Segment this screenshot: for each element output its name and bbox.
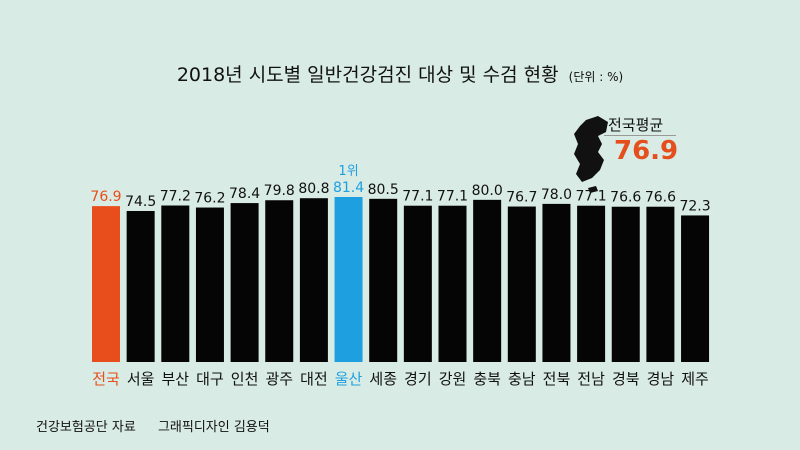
value-label: 80.8 xyxy=(298,181,329,197)
category-label: 인천 xyxy=(231,370,259,388)
category-label: 충북 xyxy=(473,370,501,388)
title-text: 2018년 시도별 일반건강검진 대상 및 수검 현황 xyxy=(176,64,559,86)
average-label: 전국평균 xyxy=(608,116,664,134)
value-label: 77.1 xyxy=(437,189,468,205)
category-label: 서울 xyxy=(127,370,155,388)
category-label: 부산 xyxy=(161,370,189,388)
unit-label: (단위 : %) xyxy=(568,70,624,84)
designer-credit: 그래픽디자인 김용덕 xyxy=(157,420,270,435)
value-label: 79.8 xyxy=(264,183,295,199)
rank-label: 1위 xyxy=(338,164,358,179)
category-label: 대구 xyxy=(196,370,224,388)
value-label: 76.7 xyxy=(506,190,537,206)
average-divider xyxy=(604,135,676,136)
category-label: 충남 xyxy=(508,370,536,388)
bar-대구 xyxy=(195,207,224,362)
category-label: 제주 xyxy=(681,370,709,388)
bar-경북 xyxy=(611,206,640,362)
bar-서울 xyxy=(126,210,155,362)
category-label: 경북 xyxy=(612,370,640,388)
category-label: 세종 xyxy=(369,370,397,388)
bar-광주 xyxy=(265,200,294,362)
value-label: 76.6 xyxy=(645,190,676,206)
value-label: 78.4 xyxy=(229,186,260,202)
category-label: 전국 xyxy=(92,370,120,388)
value-label: 81.4 xyxy=(333,180,364,196)
value-label: 74.5 xyxy=(125,194,156,210)
bar-경기 xyxy=(403,205,432,362)
bar-강원 xyxy=(438,205,467,362)
bar-전국 xyxy=(92,206,120,362)
bar-울산 xyxy=(334,197,363,362)
bar-대전 xyxy=(299,198,328,362)
value-label: 76.6 xyxy=(610,190,641,206)
value-label: 77.2 xyxy=(160,189,191,205)
chart-title: 2018년 시도별 일반건강검진 대상 및 수검 현황 (단위 : %) xyxy=(0,60,800,87)
category-label: 울산 xyxy=(335,370,363,388)
value-label: 76.9 xyxy=(90,189,121,205)
category-label: 광주 xyxy=(265,370,293,388)
value-label: 76.2 xyxy=(194,191,225,207)
source-text: 건강보험공단 자료 xyxy=(36,420,136,435)
bar-제주 xyxy=(681,215,710,362)
value-label: 80.0 xyxy=(472,183,503,199)
bar-인천 xyxy=(230,203,259,362)
category-label: 강원 xyxy=(439,370,467,388)
average-value: 76.9 xyxy=(614,136,679,166)
value-label: 72.3 xyxy=(679,198,710,214)
value-label: 77.1 xyxy=(402,189,433,205)
bar-충북 xyxy=(473,199,502,362)
bar-충남 xyxy=(507,206,536,362)
bar-부산 xyxy=(161,205,190,362)
category-label: 경남 xyxy=(647,370,675,388)
bar-경남 xyxy=(646,206,675,362)
source-line: 건강보험공단 자료 그래픽디자인 김용덕 xyxy=(36,416,270,435)
bar-세종 xyxy=(369,198,398,362)
category-label: 대전 xyxy=(300,370,328,388)
bar-전북 xyxy=(542,203,571,362)
category-label: 경기 xyxy=(404,370,432,388)
bar-전남 xyxy=(577,205,606,362)
value-label: 77.1 xyxy=(576,189,607,205)
category-label: 전남 xyxy=(577,370,605,388)
korea-map-icon xyxy=(574,116,608,193)
value-label: 78.0 xyxy=(541,187,572,203)
value-label: 80.5 xyxy=(368,182,399,198)
category-label: 전북 xyxy=(543,370,571,388)
